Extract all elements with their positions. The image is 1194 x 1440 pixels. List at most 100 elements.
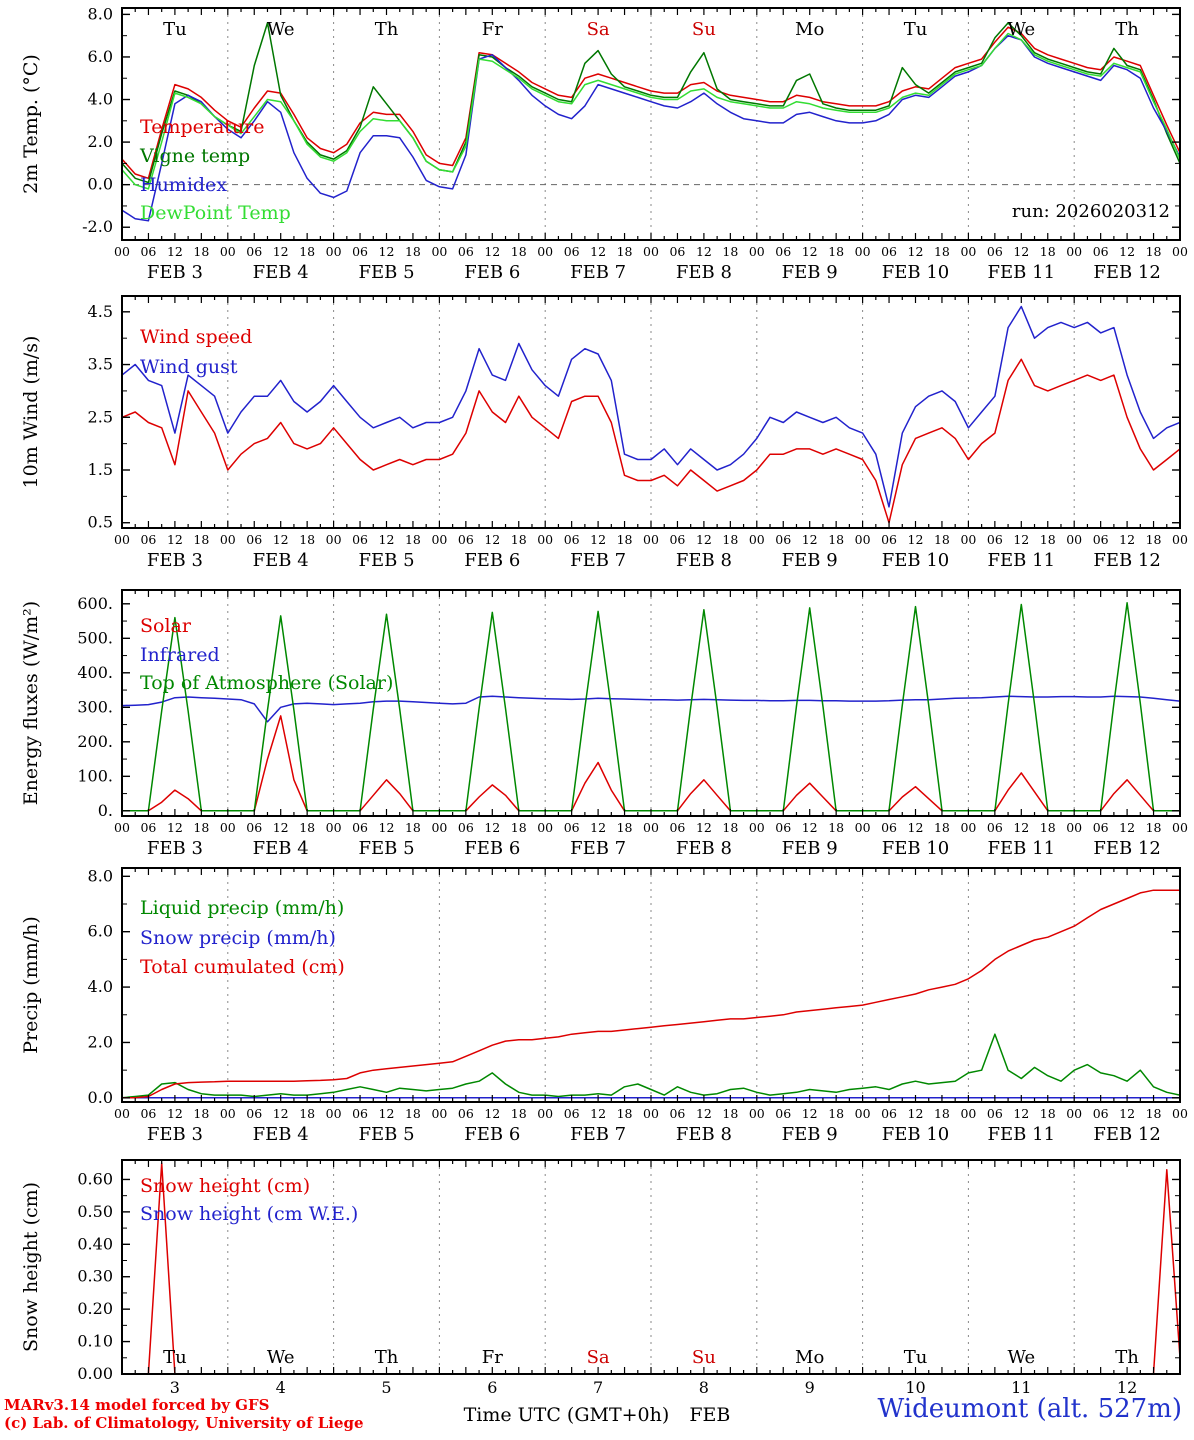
- axis-text: 0.0: [88, 175, 113, 194]
- axis-text: 06: [1093, 244, 1109, 259]
- y-axis-title-wind: 10m Wind (m/s): [20, 335, 43, 489]
- axis-text: 12: [696, 1106, 712, 1121]
- axis-text: 12: [1013, 244, 1029, 259]
- axis-text: 1.5: [88, 460, 113, 479]
- axis-text: 6.0: [88, 922, 113, 941]
- axis-text: FEB 8: [676, 1124, 732, 1145]
- axis-text: 18: [934, 244, 950, 259]
- y-axis-title-snow: Snow height (cm): [20, 1181, 43, 1353]
- axis-text: FEB 6: [464, 1124, 520, 1145]
- axis-text: 18: [511, 532, 527, 547]
- axis-text: 4: [276, 1378, 286, 1397]
- axis-text: FEB 9: [782, 838, 838, 859]
- axis-text: 600.: [77, 594, 113, 613]
- axis-text: 00: [220, 244, 236, 259]
- axis-text: 06: [140, 244, 156, 259]
- axis-text: We: [1007, 19, 1035, 40]
- axis-text: 12: [590, 532, 606, 547]
- axis-text: 00: [1066, 532, 1082, 547]
- axis-text: 4.0: [88, 977, 113, 996]
- axis-text: FEB 4: [253, 838, 309, 859]
- axis-text: Mo: [795, 19, 824, 40]
- legend-wind-speed: Wind speed: [140, 326, 253, 348]
- axis-text: 06: [1093, 820, 1109, 835]
- axis-text: 06: [352, 532, 368, 547]
- axis-text: Sa: [587, 1347, 610, 1368]
- axis-text: 18: [828, 1106, 844, 1121]
- axis-text: 4.0: [88, 90, 113, 109]
- axis-text: 18: [1146, 820, 1162, 835]
- axis-text: 12: [379, 1106, 395, 1121]
- axis-text: 12: [908, 244, 924, 259]
- axis-text: -2.0: [82, 217, 113, 236]
- axis-text: 18: [828, 244, 844, 259]
- axis-text: FEB 7: [570, 838, 626, 859]
- month-label: FEB: [689, 1404, 731, 1426]
- axis-text: 18: [617, 244, 633, 259]
- axis-text: 18: [511, 1106, 527, 1121]
- axis-text: 18: [1040, 532, 1056, 547]
- legend-snow-height-we: Snow height (cm W.E.): [140, 1203, 359, 1225]
- axis-text: 5: [381, 1378, 391, 1397]
- axis-text: 18: [617, 1106, 633, 1121]
- axis-text: 12: [696, 820, 712, 835]
- axis-text: 11: [1011, 1378, 1031, 1397]
- axis-text: 00: [1066, 1106, 1082, 1121]
- axis-text: 00: [114, 1106, 130, 1121]
- axis-text: 00: [431, 820, 447, 835]
- axis-text: 18: [193, 820, 209, 835]
- y-axis-title-energy: Energy fluxes (W/m²): [20, 600, 43, 806]
- axis-text: 00: [1172, 820, 1188, 835]
- axis-text: 0.30: [77, 1267, 113, 1286]
- axis-text: 18: [1146, 1106, 1162, 1121]
- axis-text: 06: [352, 244, 368, 259]
- axis-text: 18: [299, 244, 315, 259]
- legend-temperature: Temperature: [140, 116, 265, 138]
- axis-text: 12: [802, 820, 818, 835]
- axis-text: 00: [1172, 1106, 1188, 1121]
- axis-text: 06: [669, 820, 685, 835]
- axis-text: 12: [802, 532, 818, 547]
- axis-text: Tu: [904, 19, 928, 40]
- legend-total-cumulated: Total cumulated (cm): [140, 956, 345, 978]
- axis-text: 06: [987, 1106, 1003, 1121]
- axis-text: 12: [273, 244, 289, 259]
- axis-text: FEB 5: [358, 550, 414, 571]
- y-axis-title-precip: Precip (mm/h): [20, 916, 43, 1054]
- legend-solar: Solar: [140, 615, 191, 637]
- axis-text: 4.5: [88, 302, 113, 321]
- axis-text: 12: [590, 1106, 606, 1121]
- axis-text: 06: [352, 820, 368, 835]
- axis-text: 0.20: [77, 1299, 113, 1318]
- axis-text: 12: [484, 244, 500, 259]
- axis-text: 18: [722, 1106, 738, 1121]
- axis-text: 18: [1040, 244, 1056, 259]
- axis-text: 18: [1040, 820, 1056, 835]
- axis-text: FEB 4: [253, 262, 309, 283]
- axis-text: 06: [564, 244, 580, 259]
- axis-text: FEB 6: [464, 550, 520, 571]
- axis-text: 00: [1172, 244, 1188, 259]
- axis-text: 12: [167, 532, 183, 547]
- series-temperature: [122, 26, 1180, 180]
- axis-text: 00: [326, 820, 342, 835]
- axis-text: 12: [273, 820, 289, 835]
- axis-text: 18: [934, 1106, 950, 1121]
- axis-text: 06: [246, 820, 262, 835]
- axis-text: 2.5: [88, 407, 113, 426]
- axis-text: 06: [775, 1106, 791, 1121]
- axis-text: FEB 12: [1093, 1124, 1160, 1145]
- axis-text: 12: [273, 532, 289, 547]
- axis-text: 06: [140, 532, 156, 547]
- axis-text: 00: [960, 1106, 976, 1121]
- axis-text: FEB 7: [570, 550, 626, 571]
- footer-credit-lab: (c) Lab. of Climatology, University of L…: [4, 1414, 364, 1432]
- axis-text: Th: [1115, 19, 1139, 40]
- legend-humidex: Humidex: [140, 174, 228, 196]
- axis-text: 00: [537, 244, 553, 259]
- run-label: run: 2026020312: [1011, 201, 1170, 222]
- axis-text: 00: [220, 820, 236, 835]
- axis-text: 18: [617, 820, 633, 835]
- axis-text: 00: [855, 532, 871, 547]
- axis-text: 12: [1119, 820, 1135, 835]
